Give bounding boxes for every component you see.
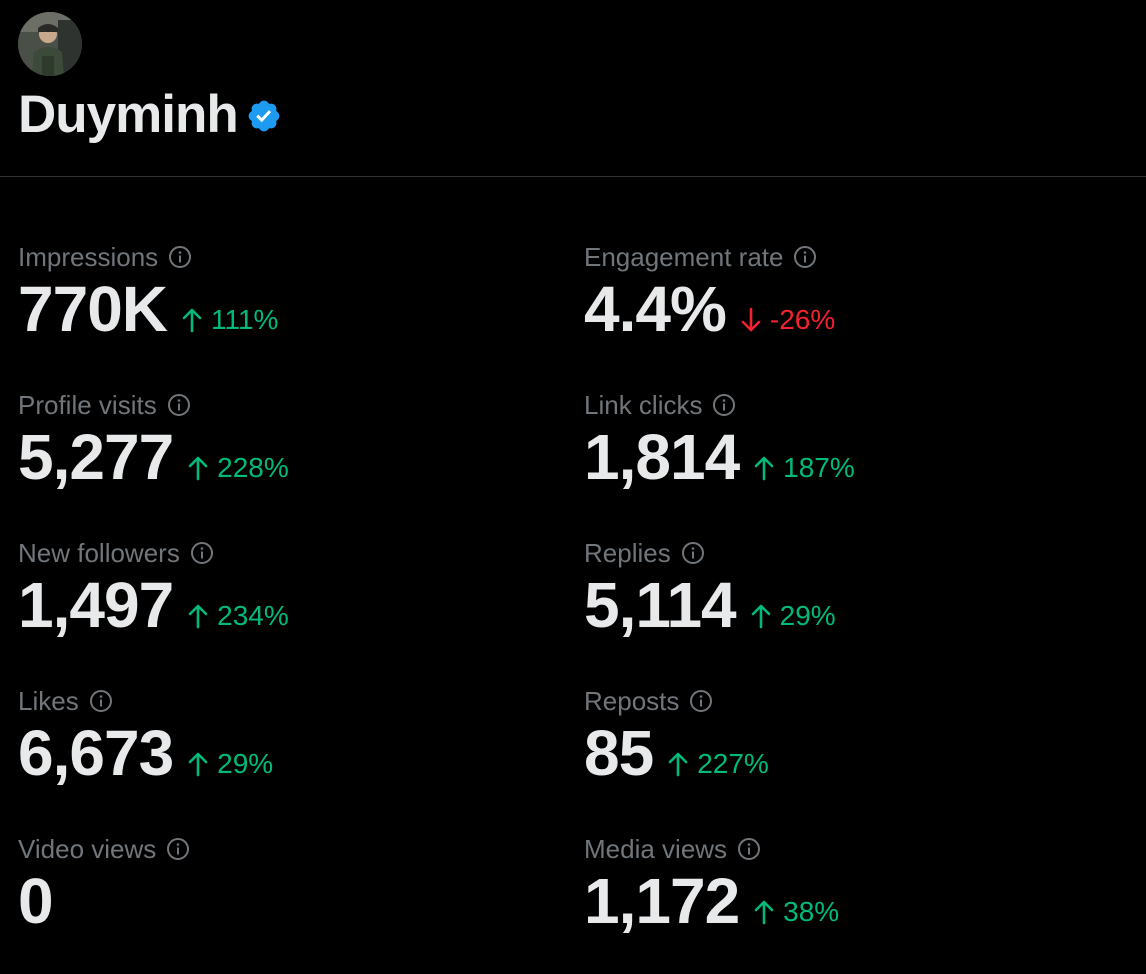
metric-likes: Likes 6,673 29% [18, 680, 558, 820]
metric-label: Impressions [18, 242, 159, 272]
trend-indicator: 234% [187, 602, 289, 630]
metric-value: 5,114 [584, 569, 737, 641]
metric-new-followers: New followers 1,497 234% [18, 532, 558, 672]
arrow-up-icon [187, 455, 209, 481]
trend-value: 29% [779, 600, 836, 631]
info-icon[interactable] [737, 837, 761, 861]
trend-indicator: 111% [181, 306, 278, 334]
metric-profile-visits: Profile visits 5,277 228% [18, 384, 558, 524]
arrow-down-icon [740, 307, 762, 333]
arrow-up-icon [187, 751, 209, 777]
trend-value: -26% [769, 304, 836, 335]
info-icon[interactable] [190, 541, 214, 565]
trend-indicator: 29% [187, 750, 273, 778]
metric-value: 1,172 [584, 865, 740, 937]
metric-replies: Replies 5,114 29% [584, 532, 1124, 672]
metric-link-clicks: Link clicks 1,814 187% [584, 384, 1124, 524]
info-icon[interactable] [166, 837, 190, 861]
metric-impressions: Impressions 770K 111% [18, 236, 558, 376]
metric-value: 1,497 [18, 569, 174, 641]
verified-badge-icon[interactable] [246, 98, 282, 134]
metric-label: Link clicks [584, 390, 703, 420]
metric-video-views: Video views 0 [18, 828, 558, 968]
metric-value: 4.4% [584, 273, 727, 345]
metric-reposts: Reposts 85 227% [584, 680, 1124, 820]
trend-indicator: 29% [750, 602, 836, 630]
info-icon[interactable] [168, 245, 192, 269]
metric-media-views: Media views 1,172 38% [584, 828, 1124, 968]
metric-engagement-rate: Engagement rate 4.4% -26% [584, 236, 1124, 376]
trend-value: 228% [217, 452, 289, 483]
metric-value: 85 [584, 717, 654, 789]
metric-label: Reposts [584, 686, 680, 716]
metric-label: Video views [18, 834, 157, 864]
metric-value: 1,814 [584, 421, 740, 493]
metric-label: Likes [18, 686, 79, 716]
arrow-up-icon [187, 603, 209, 629]
trend-value: 227% [697, 748, 769, 779]
metric-label: Engagement rate [584, 242, 784, 272]
info-icon[interactable] [689, 689, 713, 713]
trend-indicator: 227% [667, 750, 769, 778]
info-icon[interactable] [681, 541, 705, 565]
trend-indicator: 228% [187, 454, 289, 482]
arrow-up-icon [753, 455, 775, 481]
arrow-up-icon [750, 603, 772, 629]
metric-value: 5,277 [18, 421, 174, 493]
info-icon[interactable] [793, 245, 817, 269]
avatar[interactable] [18, 12, 82, 76]
trend-indicator: -26% [740, 306, 835, 334]
arrow-up-icon [181, 307, 203, 333]
trend-indicator: 38% [753, 898, 839, 926]
user-avatar-image [18, 12, 82, 76]
trend-value: 111% [211, 304, 279, 335]
arrow-up-icon [667, 751, 689, 777]
metric-value: 0 [18, 865, 54, 937]
info-icon[interactable] [712, 393, 736, 417]
metric-value: 770K [18, 273, 168, 345]
display-name: Duyminh [18, 84, 239, 144]
metric-value: 6,673 [18, 717, 174, 789]
arrow-up-icon [753, 899, 775, 925]
metric-label: Replies [584, 538, 671, 568]
trend-indicator: 187% [753, 454, 855, 482]
metric-label: Profile visits [18, 390, 157, 420]
trend-value: 38% [783, 896, 840, 927]
info-icon[interactable] [89, 689, 113, 713]
header-divider [0, 176, 1146, 177]
metric-label: Media views [584, 834, 728, 864]
info-icon[interactable] [167, 393, 191, 417]
display-name-row: Duyminh [18, 84, 282, 144]
trend-value: 234% [217, 600, 289, 631]
profile-header: Duyminh [0, 0, 1146, 177]
trend-value: 29% [217, 748, 274, 779]
trend-value: 187% [783, 452, 855, 483]
metric-label: New followers [18, 538, 180, 568]
